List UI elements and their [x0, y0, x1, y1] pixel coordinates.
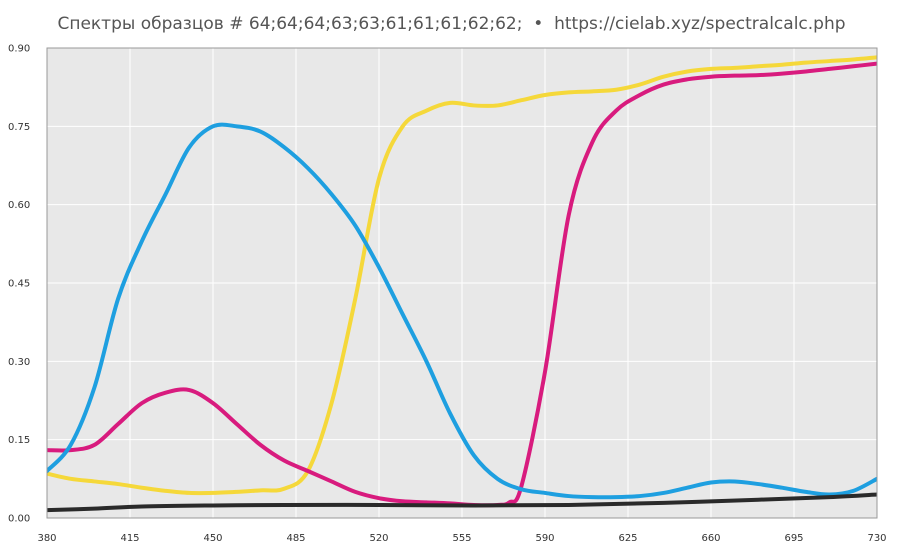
- series-line-4: [47, 492, 877, 513]
- x-tick-label: 415: [120, 533, 139, 544]
- series-group: [47, 55, 877, 513]
- y-tick-label: 0.75: [8, 122, 30, 133]
- y-tick-label: 0.15: [8, 435, 30, 446]
- x-tick-label: 450: [203, 533, 222, 544]
- series-line-3: [47, 122, 877, 500]
- y-axis-ticks: 0.00 0.15 0.30 0.45 0.60 0.75 0.90: [8, 44, 30, 525]
- x-tick-label: 520: [369, 533, 388, 544]
- y-tick-label: 0.30: [8, 357, 30, 368]
- x-tick-label: 380: [37, 533, 56, 544]
- plot-frame: [46, 47, 878, 519]
- x-axis-ticks: 380 415 450 485 520 555 590 625 660 695 730: [37, 533, 886, 544]
- x-tick-label: 730: [867, 533, 886, 544]
- y-tick-label: 0.45: [8, 279, 30, 290]
- x-tick-label: 590: [535, 533, 554, 544]
- y-tick-label: 0.00: [8, 514, 30, 525]
- x-tick-label: 555: [452, 533, 471, 544]
- y-tick-label: 0.60: [8, 200, 30, 211]
- y-tick-label: 0.90: [8, 44, 30, 55]
- chart-title: Спектры образцов # 64;64;64;63;63;61;61;…: [57, 14, 846, 34]
- x-tick-label: 485: [286, 533, 305, 544]
- series-line-1: [47, 55, 877, 496]
- x-tick-label: 695: [784, 533, 803, 544]
- x-tick-label: 625: [618, 533, 637, 544]
- x-tick-label: 660: [701, 533, 720, 544]
